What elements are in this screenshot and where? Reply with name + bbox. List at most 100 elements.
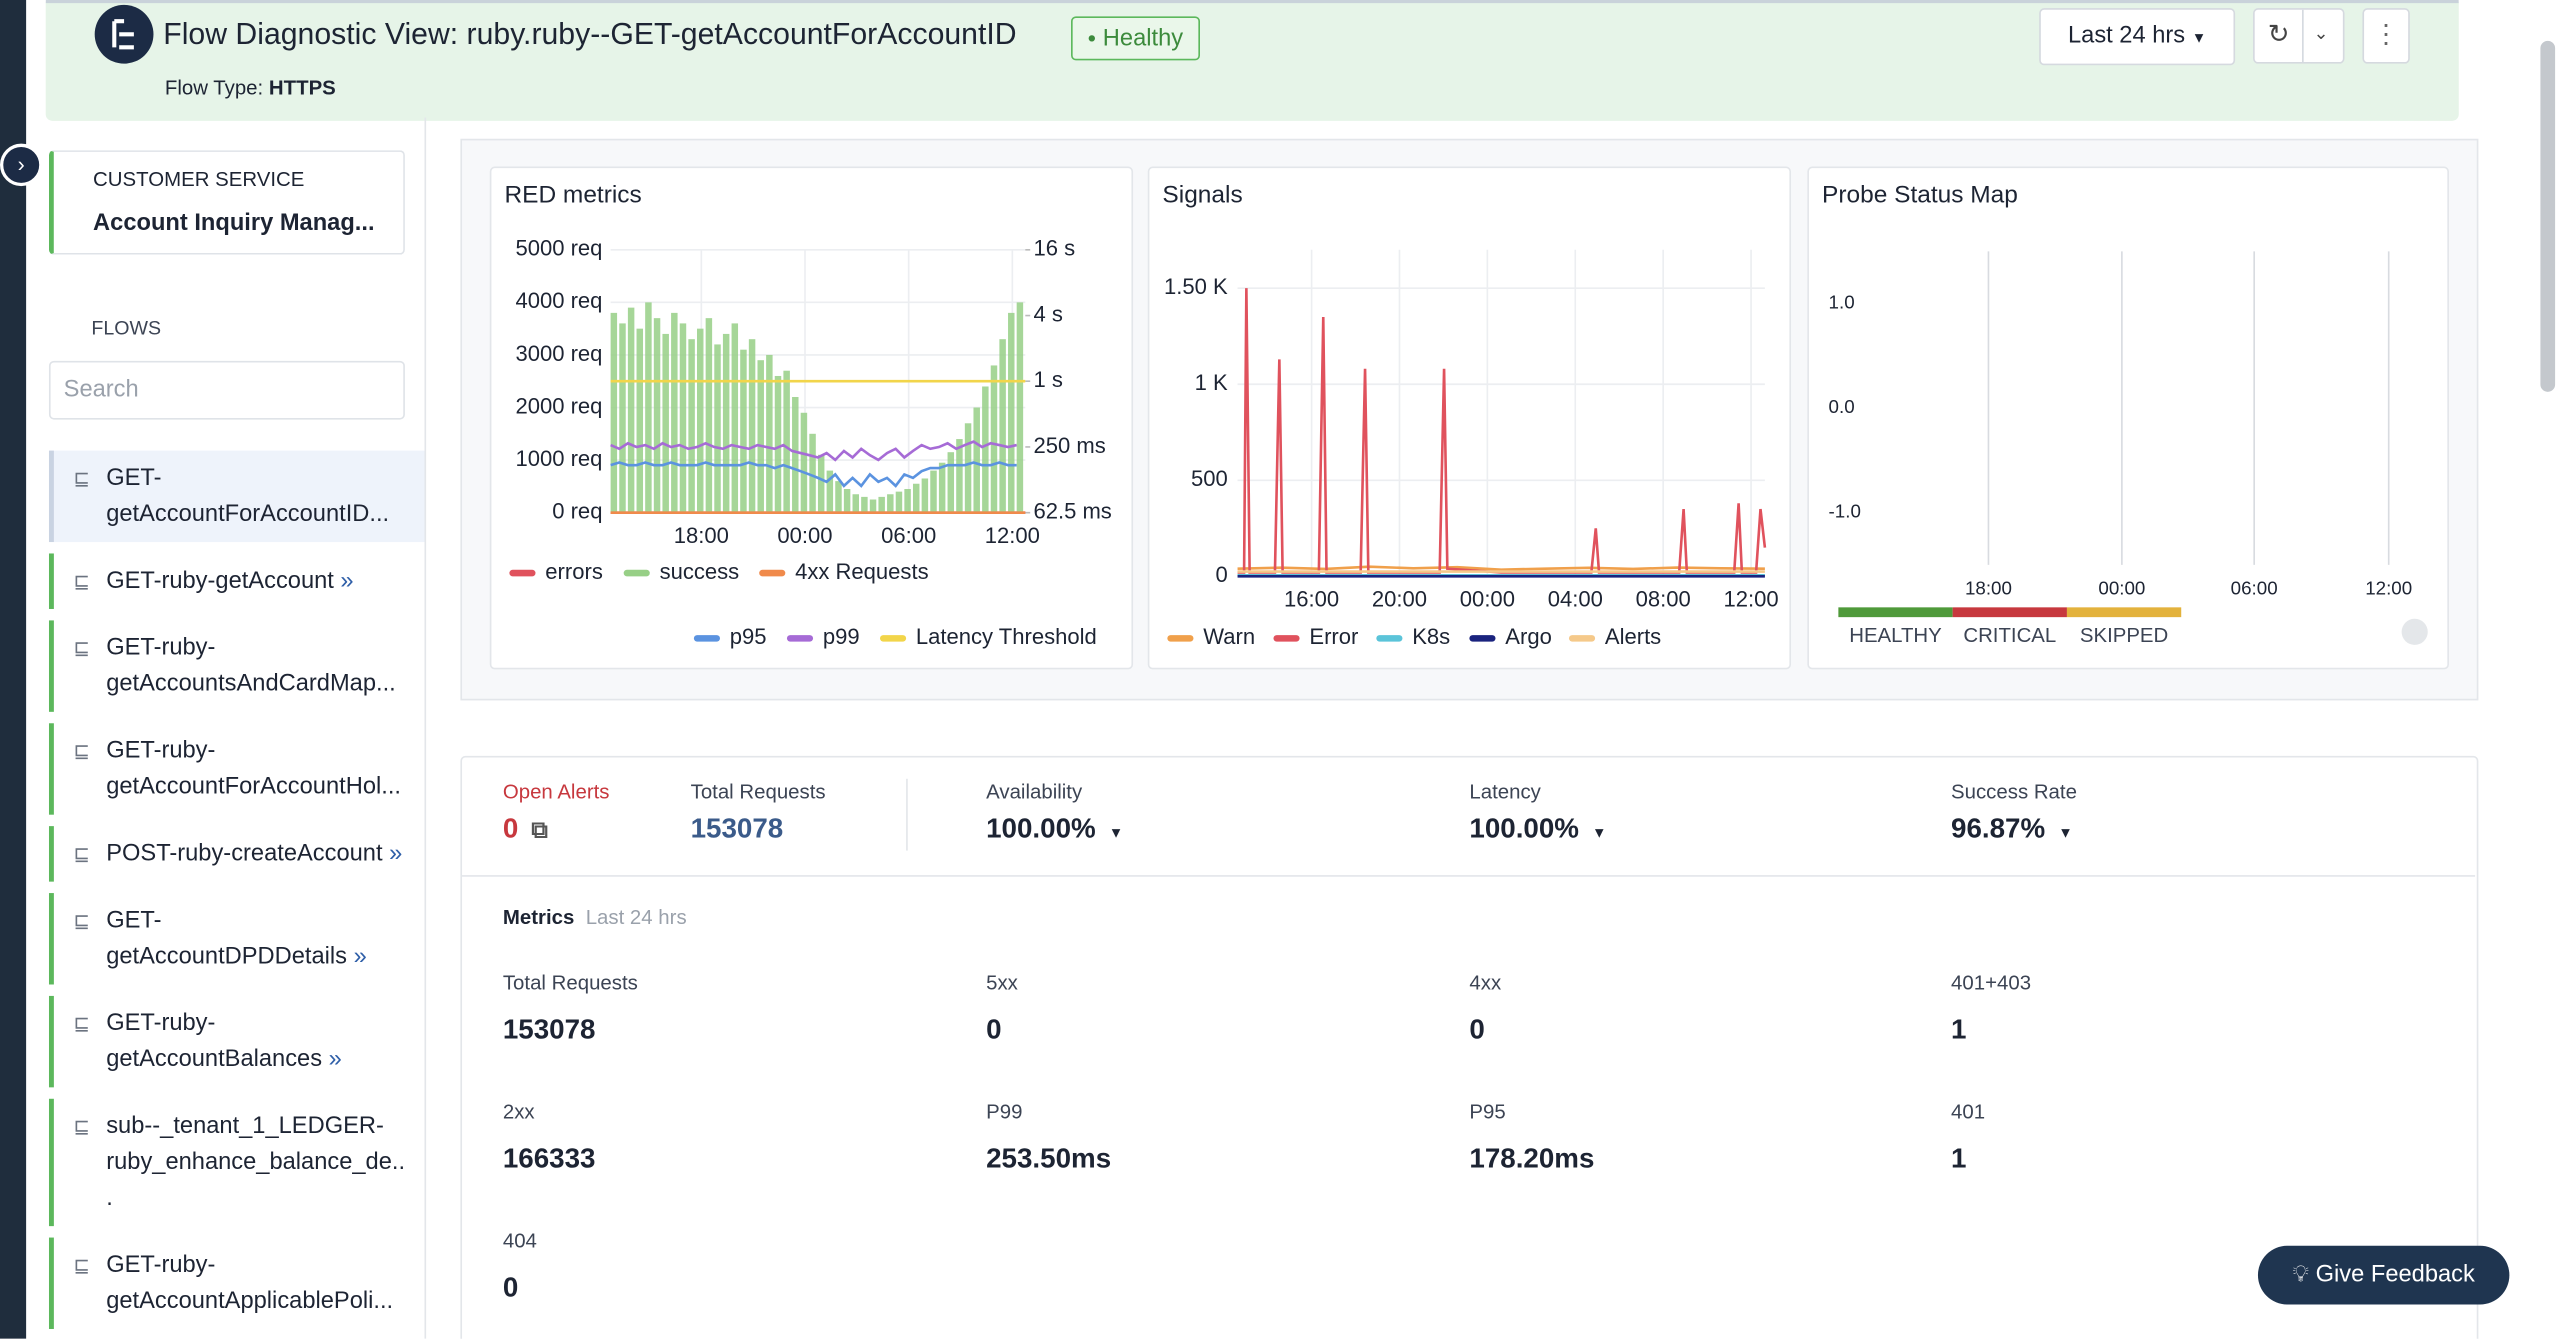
y2-tick-label: 4 s: [1033, 301, 1062, 326]
flow-more: »: [389, 840, 403, 867]
time-range[interactable]: Last 24 hrs ▼: [2039, 8, 2236, 66]
bar: [904, 488, 911, 513]
search-input[interactable]: Search: [48, 360, 405, 420]
flow-item[interactable]: ⊑ GET-ruby-getAccountsAndCardMap...: [48, 620, 425, 712]
bar: [826, 470, 834, 513]
metric-label: 404: [502, 1229, 537, 1253]
flow-item[interactable]: ⊑ POST-ruby-createAccount»: [48, 826, 425, 882]
metric-value: 166333: [502, 1142, 596, 1174]
signals-card: Signals 0 500 1 K 1.50 K 16:00 20:00 00:00 04:00…: [1147, 166, 1792, 670]
summary-item: Availability 100.00% ▼: [986, 780, 1123, 845]
bar: [800, 412, 808, 513]
flow-item[interactable]: ⊑ sub--_tenant_1_LEDGER-ruby_enhance_bala…: [48, 1098, 425, 1227]
bar: [783, 370, 790, 513]
flow-name-text: GET-getAccountDPDDetails: [106, 907, 348, 970]
flow-list: ⊑ GET-getAccountForAccountID... ⊑ GET-ruby-…: [48, 450, 425, 1339]
legend-label: HEALTHY: [1849, 625, 1942, 647]
sidebar-toggle[interactable]: ›: [0, 143, 43, 187]
metric-label: 2xx: [502, 1100, 535, 1124]
bar: [852, 494, 859, 513]
x-tick-label: 12:00: [2365, 577, 2412, 598]
chart-title: Signals: [1162, 181, 1242, 208]
summary-label: Availability: [986, 780, 1083, 804]
y-tick-label: 500: [1191, 466, 1228, 491]
x-tick-label: 06:00: [881, 523, 936, 548]
bar: [774, 375, 782, 513]
caret: ▼: [1108, 824, 1124, 841]
flow-name-text: GET-ruby-getAccountBalances: [106, 1010, 323, 1073]
legend-label: CRITICAL: [1963, 625, 2056, 647]
bar: [878, 496, 885, 513]
summary-label: Open Alerts: [502, 780, 610, 804]
flow-icon: ⊑: [73, 739, 90, 763]
metrics-heading: Metrics Last 24 hrs: [503, 906, 687, 929]
probe-icon: [2401, 618, 2428, 645]
legend-label: K8s: [1412, 624, 1450, 649]
icon: [112, 19, 134, 50]
nav-strip: [0, 0, 27, 1339]
bar: [766, 354, 773, 513]
summary-value: 100.00%: [986, 813, 1096, 845]
flow-name: GET-getAccountForAccountID...: [106, 460, 410, 532]
bar: [662, 333, 669, 513]
bar: [990, 365, 998, 513]
legend-label: p99: [823, 624, 860, 649]
legend-label: success: [660, 559, 740, 584]
signals-chart: Signals 0 500 1 K 1.50 K 16:00 20:00 00:00 04:00…: [1162, 181, 1778, 649]
legend-label: Argo: [1505, 624, 1552, 649]
bar: [835, 481, 842, 513]
bar: [947, 452, 955, 513]
y-tick-label: 4000 req: [515, 288, 602, 313]
flow-item[interactable]: ⊑ GET-ruby-getAccount»: [48, 553, 425, 609]
flow-more: »: [353, 943, 367, 970]
x-tick-label: 12:00: [985, 523, 1040, 548]
bar: [714, 344, 721, 513]
metric-value: 0: [986, 1013, 1002, 1045]
summary-item: Latency 100.00% ▼: [1469, 780, 1606, 845]
metrics-title: Metrics: [502, 906, 575, 929]
flow-item[interactable]: ⊑ GET-ruby-getAccountForAccountHol...: [48, 723, 425, 815]
y-tick-label: 0 req: [552, 498, 602, 523]
legend-label: SKIPPED: [2080, 625, 2168, 647]
bar: [748, 339, 756, 513]
bar: [731, 323, 739, 513]
summary-value-row: 100.00% ▼: [1469, 813, 1606, 846]
flow-icon: ⊑: [73, 569, 90, 593]
metric-value: 253.50ms: [986, 1142, 1112, 1174]
probe-chart: Probe Status Map 1.0 0.0 -1.0 18:00 00:00 06:0…: [1822, 181, 2428, 647]
x-tick-label: 04:00: [1548, 587, 1603, 612]
flow-name: GET-ruby-getAccount»: [106, 563, 410, 599]
flow-name-text: GET-ruby-getAccountForAccountHol...: [106, 737, 401, 800]
y-tick-label: 1 K: [1195, 370, 1228, 395]
refresh-group[interactable]: ↻ ⌄: [2253, 8, 2345, 64]
page-title: Flow Diagnostic View: ruby.ruby--GET-get…: [163, 16, 1017, 51]
flow-icon: ⊑: [73, 466, 90, 490]
metric-value: 153078: [502, 1013, 596, 1045]
summary-item: Open Alerts 0 ⧉: [503, 780, 610, 845]
y-tick-label: 5000 req: [515, 236, 602, 261]
bar: [999, 339, 1006, 513]
flow-more: »: [340, 568, 354, 595]
bar: [982, 386, 989, 513]
feedback-button[interactable]: 💡︎ Give Feedback: [2257, 1245, 2510, 1305]
flow-item[interactable]: ⊑ GET-ruby-getAccountBalances»: [48, 995, 425, 1088]
bar: [619, 323, 626, 513]
metric: Total Requests 153078: [503, 971, 638, 1046]
flow-item[interactable]: ⊑ GET-getAccountDPDDetails»: [48, 893, 425, 985]
chart-title: RED metrics: [504, 181, 641, 208]
flow-name: GET-ruby-getAccountForAccountHol...: [106, 733, 410, 805]
legend-label: p95: [730, 624, 767, 649]
chart-title: Probe Status Map: [1822, 181, 2018, 208]
legend-label: Latency Threshold: [916, 624, 1097, 649]
flow-item[interactable]: ⊑ GET-getAccountForAccountID...: [48, 450, 425, 543]
bar: [887, 494, 894, 513]
flow-item[interactable]: ⊑ GET-ruby-getAccountApplicablePoli...: [48, 1237, 425, 1329]
menu-button[interactable]: ⋮: [2362, 8, 2410, 64]
flow-name-text: GET-ruby-getAccountApplicablePoli...: [106, 1252, 394, 1315]
bar: [912, 483, 920, 513]
bar: [930, 470, 937, 513]
flow-name-text: GET-ruby-getAccountsAndCardMap...: [106, 635, 396, 698]
red-chart: RED metrics 0 req 1000 req 2000 req 3000 req…: [504, 181, 1111, 649]
stats-panel: [460, 755, 2479, 1339]
